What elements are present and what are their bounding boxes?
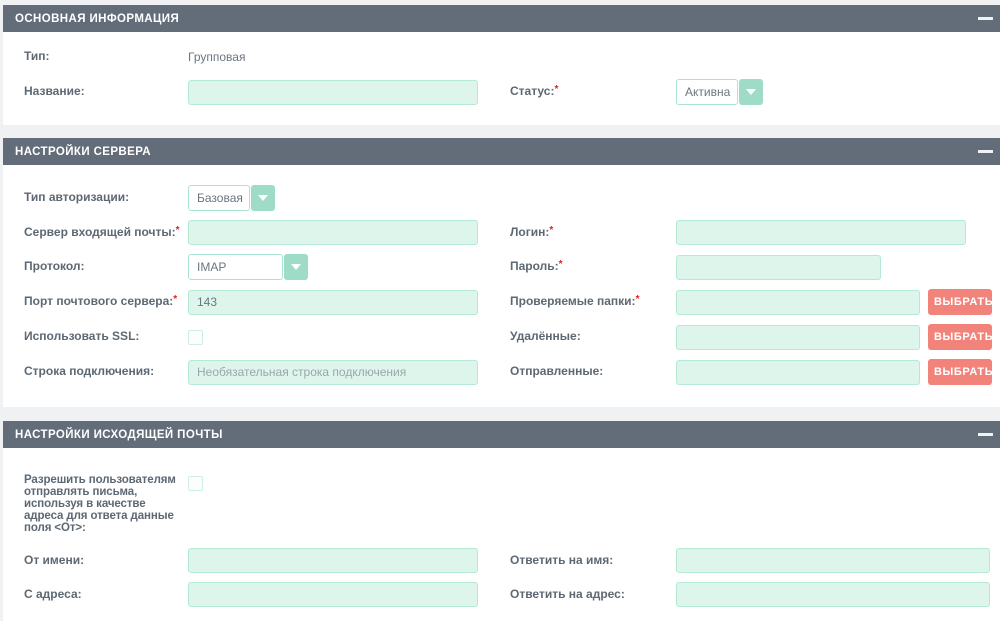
auth-type-select-button[interactable] — [251, 185, 275, 211]
section-server: НАСТРОЙКИ СЕРВЕРА Тип авторизации: Базов… — [3, 138, 1000, 407]
use-ssl-checkbox[interactable] — [188, 329, 203, 345]
required-asterisk: * — [175, 224, 180, 236]
section-outgoing-body: Разрешить пользователям отправлять письм… — [3, 448, 1000, 621]
password-input[interactable] — [676, 254, 881, 280]
required-asterisk: * — [173, 294, 178, 306]
required-asterisk: * — [558, 259, 563, 271]
login-label: Логин:* — [510, 224, 554, 239]
sent-label: Отправленные: — [510, 364, 604, 379]
minus-icon[interactable] — [978, 17, 993, 20]
field-row-connection-sent: Строка подключения: Отправленные: ВЫБРАТ… — [24, 359, 1000, 385]
section-main-info-header: ОСНОВНАЯ ИНФОРМАЦИЯ — [3, 5, 1000, 32]
field-row-protocol-password: Протокол: IMAP Пароль:* — [24, 254, 1000, 280]
port-label: Порт почтового сервера:* — [24, 294, 178, 309]
chevron-down-icon — [746, 89, 756, 95]
protocol-select[interactable]: IMAP — [188, 254, 308, 280]
field-row-from-address: С адреса: Ответить на адрес: — [24, 582, 1000, 608]
minus-icon[interactable] — [978, 433, 993, 436]
required-asterisk: * — [549, 224, 554, 236]
auth-type-select-value[interactable]: Базовая — [188, 185, 250, 211]
minus-icon[interactable] — [978, 150, 993, 153]
section-main-info-body: Тип: Групповая Название: Статус:* Активн… — [3, 32, 1000, 125]
protocol-select-button[interactable] — [284, 254, 308, 280]
status-select-button[interactable] — [739, 79, 763, 105]
section-divider — [3, 407, 1000, 421]
deleted-label: Удалённые: — [510, 329, 581, 344]
incoming-server-label: Сервер входящей почты:* — [24, 224, 180, 239]
allow-users-checkbox[interactable] — [188, 476, 203, 491]
reply-to-address-label: Ответить на адрес: — [510, 586, 625, 601]
deleted-select-button[interactable]: ВЫБРАТЬ — [928, 324, 993, 350]
allow-users-label: Разрешить пользователям отправлять письм… — [24, 474, 176, 535]
incoming-server-input[interactable] — [188, 220, 478, 245]
name-label: Название: — [24, 84, 85, 99]
section-main-info-title: ОСНОВНАЯ ИНФОРМАЦИЯ — [15, 12, 180, 25]
section-server-header: НАСТРОЙКИ СЕРВЕРА — [3, 138, 1000, 165]
login-input[interactable] — [676, 220, 966, 245]
section-outgoing-title: НАСТРОЙКИ ИСХОДЯЩЕЙ ПОЧТЫ — [15, 428, 223, 441]
status-select-value[interactable]: Активна — [676, 79, 738, 105]
required-asterisk: * — [554, 84, 559, 96]
required-asterisk: * — [635, 294, 640, 306]
status-select[interactable]: Активна — [676, 79, 763, 105]
section-divider — [3, 125, 1000, 138]
field-row-from-name: От имени: Ответить на имя: — [24, 548, 1000, 574]
from-address-label: С адреса: — [24, 586, 82, 601]
checked-folders-select-button[interactable]: ВЫБРАТЬ — [928, 289, 993, 315]
field-row-auth-type: Тип авторизации: Базовая — [24, 185, 1000, 211]
protocol-label: Протокол: — [24, 259, 85, 274]
field-row-port-folders: Порт почтового сервера:* Проверяемые пап… — [24, 289, 1000, 315]
status-label: Статус:* — [510, 84, 559, 99]
auth-type-label: Тип авторизации: — [24, 190, 130, 205]
deleted-input[interactable] — [676, 324, 920, 350]
auth-type-select[interactable]: Базовая — [188, 185, 275, 211]
section-outgoing-header: НАСТРОЙКИ ИСХОДЯЩЕЙ ПОЧТЫ — [3, 421, 1000, 448]
checked-folders-input[interactable] — [676, 289, 920, 315]
chevron-down-icon — [291, 264, 301, 270]
protocol-select-value[interactable]: IMAP — [188, 254, 283, 280]
section-outgoing: НАСТРОЙКИ ИСХОДЯЩЕЙ ПОЧТЫ Разрешить поль… — [3, 421, 1000, 621]
type-label: Тип: — [24, 49, 50, 64]
reply-to-name-label: Ответить на имя: — [510, 552, 614, 567]
from-address-input[interactable] — [188, 582, 478, 608]
connection-string-input[interactable] — [188, 359, 478, 385]
chevron-down-icon — [258, 195, 268, 201]
section-server-title: НАСТРОЙКИ СЕРВЕРА — [15, 145, 151, 158]
from-name-input[interactable] — [188, 548, 478, 574]
section-main-info: ОСНОВНАЯ ИНФОРМАЦИЯ Тип: Групповая Назва… — [3, 5, 1000, 125]
reply-to-address-input[interactable] — [676, 582, 990, 608]
name-input[interactable] — [188, 79, 478, 105]
section-server-body: Тип авторизации: Базовая Сервер входящей… — [3, 165, 1000, 407]
connection-string-label: Строка подключения: — [24, 364, 155, 379]
checked-folders-label: Проверяемые папки:* — [510, 294, 640, 309]
sent-input[interactable] — [676, 359, 920, 385]
field-row-server-login: Сервер входящей почты:* Логин:* — [24, 220, 1000, 245]
field-row-name-status: Название: Статус:* Активна — [24, 79, 1000, 105]
field-row-ssl-deleted: Использовать SSL: Удалённые: ВЫБРАТЬ — [24, 324, 1000, 350]
use-ssl-label: Использовать SSL: — [24, 329, 140, 344]
password-label: Пароль:* — [510, 259, 563, 274]
type-value: Групповая — [188, 50, 246, 64]
from-name-label: От имени: — [24, 552, 85, 567]
field-row-allow-users: Разрешить пользователям отправлять письм… — [24, 474, 1000, 534]
reply-to-name-input[interactable] — [676, 548, 990, 574]
port-input[interactable] — [188, 289, 478, 315]
sent-select-button[interactable]: ВЫБРАТЬ — [928, 359, 993, 385]
field-row-type: Тип: Групповая — [24, 49, 1000, 64]
